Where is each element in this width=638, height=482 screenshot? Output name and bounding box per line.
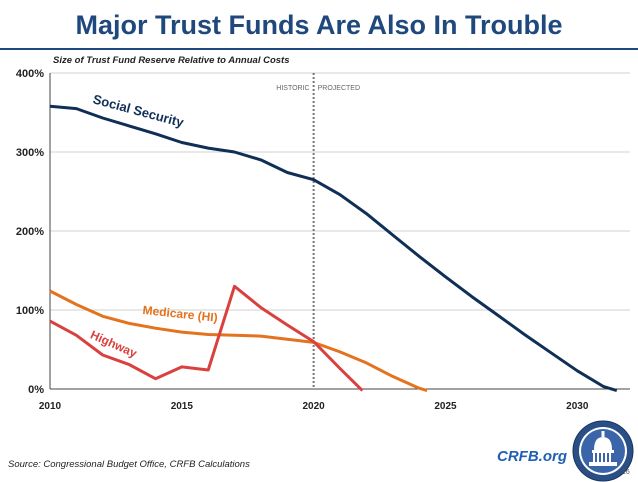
y-tick-label: 0% — [28, 384, 44, 396]
x-tick-label: 2025 — [434, 401, 457, 412]
projected-label: PROJECTED — [318, 85, 360, 92]
y-tick-label: 400% — [16, 68, 44, 80]
y-tick-label: 200% — [16, 226, 44, 238]
series-line-medicare-hi — [49, 289, 428, 393]
x-tick-label: 2030 — [566, 401, 589, 412]
x-tick-label: 2010 — [39, 401, 62, 412]
y-tick-label: 100% — [16, 305, 44, 317]
x-tick-label: 2015 — [171, 401, 194, 412]
brand-link[interactable]: CRFB.org — [497, 448, 567, 465]
source-note: Source: Congressional Budget Office, CRF… — [8, 459, 250, 470]
historic-label: HISTORIC — [276, 85, 309, 92]
trust-fund-chart: 0% 100% 200% 300% 400% 2010 2015 2020 2025 2030 H… — [16, 68, 630, 412]
series-line-social-security — [49, 104, 618, 393]
chart-subtitle: Size of Trust Fund Reserve Relative to A… — [53, 55, 290, 66]
series-label-medicare: Medicare (HI) — [142, 303, 218, 325]
page-title: Major Trust Funds Are Also In Trouble — [75, 10, 563, 40]
series-label-social-security: Social Security — [91, 91, 186, 130]
page-number: 16 — [622, 469, 630, 476]
title-divider — [0, 48, 638, 50]
series-label-highway: Highway — [88, 328, 139, 361]
x-tick-label: 2020 — [303, 401, 326, 412]
series-line-highway — [49, 284, 364, 392]
y-tick-label: 300% — [16, 147, 44, 159]
capitol-dome-seal-icon — [572, 420, 634, 482]
